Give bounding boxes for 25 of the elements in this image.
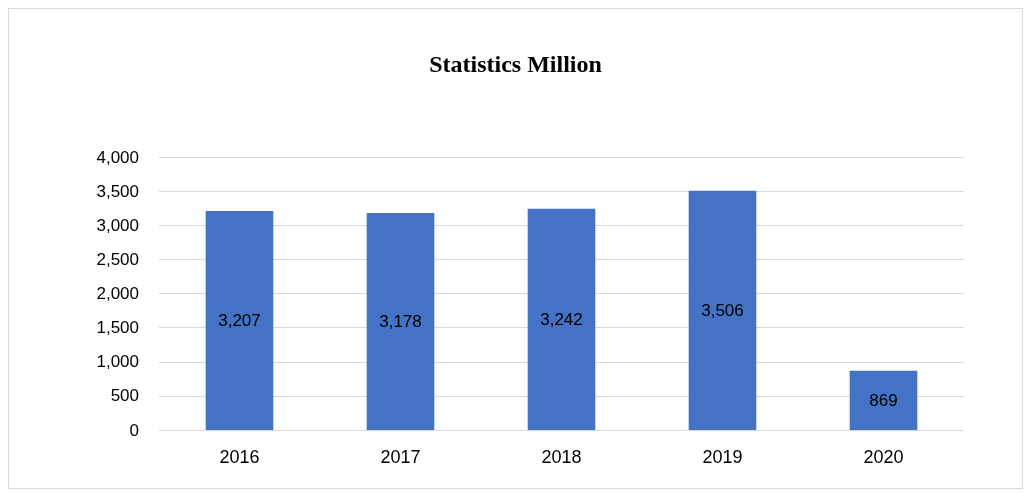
data-label: 3,178	[379, 312, 422, 332]
y-tick-label: 2,500	[96, 249, 139, 269]
y-tick-label: 1,000	[96, 352, 139, 372]
y-tick-label: 0	[129, 420, 139, 440]
chart-title: Statistics Million	[429, 51, 602, 77]
x-tick-label: 2018	[541, 447, 582, 467]
data-label: 3,506	[701, 300, 744, 320]
y-tick-label: 3,000	[96, 215, 139, 235]
x-tick-label: 2020	[863, 447, 904, 467]
y-tick-label: 4,000	[96, 147, 139, 167]
bar	[366, 213, 435, 430]
y-tick-label: 1,500	[96, 318, 139, 338]
x-tick-label: 2016	[219, 447, 260, 467]
bar	[205, 211, 274, 430]
x-tick-label: 2019	[702, 447, 743, 467]
data-label: 3,207	[218, 311, 261, 331]
data-label: 3,242	[540, 309, 583, 329]
y-tick-label: 3,500	[96, 181, 139, 201]
data-label: 869	[869, 390, 898, 410]
y-tick-label: 2,000	[96, 284, 139, 303]
bar	[527, 208, 596, 430]
bar	[849, 370, 918, 430]
bar	[688, 190, 757, 430]
x-tick-label: 2017	[380, 447, 421, 467]
y-tick-label: 500	[110, 386, 139, 406]
